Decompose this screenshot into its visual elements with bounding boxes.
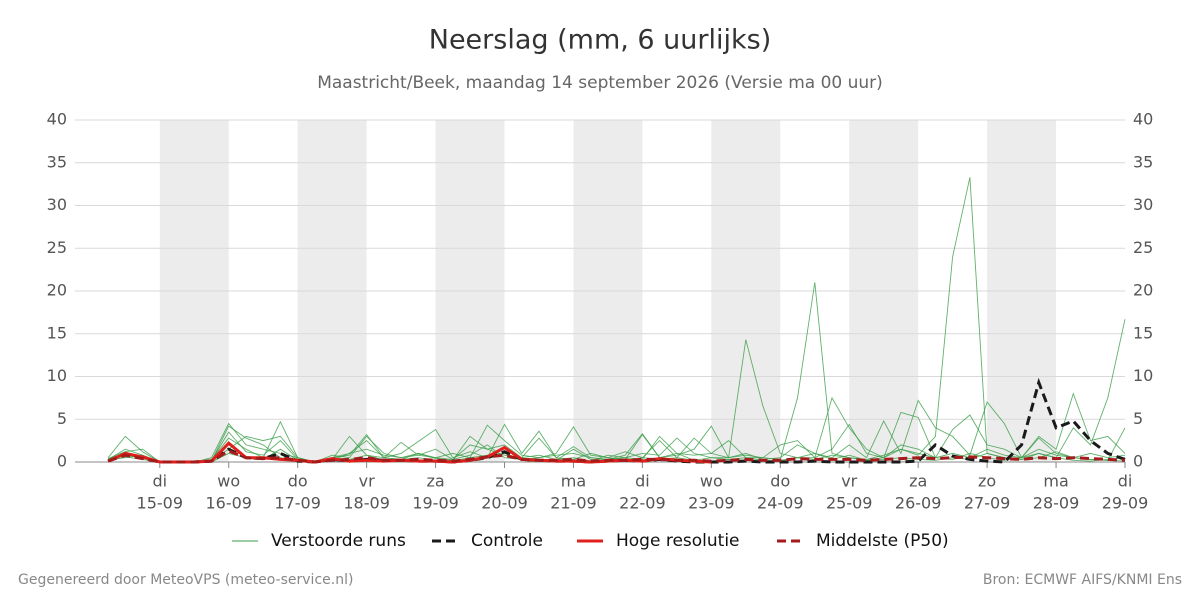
x-tick-day: wo: [217, 472, 240, 491]
x-tick-day: zo: [978, 472, 996, 491]
chart-subtitle: Maastricht/Beek, maandag 14 september 20…: [317, 73, 883, 93]
x-tick-day: vr: [359, 472, 375, 491]
y-tick-label: 25: [47, 238, 67, 257]
legend-label: Controle: [471, 531, 543, 551]
x-tick-label: 19-09: [412, 494, 459, 513]
y-tick-label: 20: [47, 281, 67, 300]
y-tick-label: 5: [57, 409, 67, 428]
y2-tick-label: 35: [1133, 152, 1153, 171]
x-tick-day: zo: [495, 472, 513, 491]
x-tick-label: 18-09: [343, 494, 390, 513]
x-tick-label: 23-09: [688, 494, 735, 513]
x-tick-day: di: [635, 472, 650, 491]
y2-tick-label: 30: [1133, 195, 1153, 214]
y-tick-label: 35: [47, 152, 67, 171]
x-tick-label: 22-09: [619, 494, 666, 513]
ensemble-run: [108, 392, 1126, 463]
y-tick-label: 40: [47, 110, 67, 129]
x-tick-label: 24-09: [757, 494, 804, 513]
y-tick-label: 0: [57, 452, 67, 471]
x-tick-label: 15-09: [137, 494, 184, 513]
x-tick-day: di: [152, 472, 167, 491]
y2-tick-label: 15: [1133, 323, 1153, 342]
x-tick-day: do: [288, 472, 308, 491]
x-tick-day: za: [909, 472, 927, 491]
ensemble-run: [107, 339, 1126, 463]
x-tick-label: 16-09: [205, 494, 252, 513]
y2-tick-label: 25: [1133, 238, 1153, 257]
x-tick-day: wo: [700, 472, 723, 491]
y2-tick-label: 0: [1133, 452, 1143, 471]
y2-tick-label: 20: [1133, 281, 1153, 300]
y2-tick-label: 40: [1133, 110, 1153, 129]
x-tick-day: vr: [841, 472, 857, 491]
legend-label: Hoge resolutie: [616, 531, 740, 551]
ensemble-run: [107, 177, 1126, 463]
y-tick-label: 10: [47, 366, 67, 385]
legend-label: Verstoorde runs: [271, 531, 406, 551]
x-tick-day: za: [426, 472, 444, 491]
y2-tick-label: 10: [1133, 366, 1153, 385]
x-tick-label: 17-09: [274, 494, 321, 513]
legend-label: Middelste (P50): [816, 531, 949, 551]
chart-title: Neerslag (mm, 6 uurlijks): [429, 25, 771, 56]
y2-tick-label: 5: [1133, 409, 1143, 428]
x-tick-day: ma: [1043, 472, 1068, 491]
y-tick-label: 30: [47, 195, 67, 214]
x-tick-day: di: [1118, 472, 1133, 491]
x-tick-label: 25-09: [826, 494, 873, 513]
footer-left: Gegenereerd door MeteoVPS (meteo-service…: [18, 572, 353, 588]
x-tick-label: 28-09: [1033, 494, 1080, 513]
x-tick-day: do: [770, 472, 790, 491]
footer-right: Bron: ECMWF AIFS/KNMI Ens: [983, 572, 1182, 588]
x-tick-label: 29-09: [1102, 494, 1149, 513]
y-tick-label: 15: [47, 323, 67, 342]
x-tick-day: ma: [561, 472, 586, 491]
x-tick-label: 27-09: [964, 494, 1011, 513]
x-tick-label: 20-09: [481, 494, 528, 513]
series-line: [107, 449, 1126, 464]
x-tick-label: 26-09: [895, 494, 942, 513]
ensemble-run: [107, 319, 1126, 463]
x-tick-label: 21-09: [550, 494, 597, 513]
